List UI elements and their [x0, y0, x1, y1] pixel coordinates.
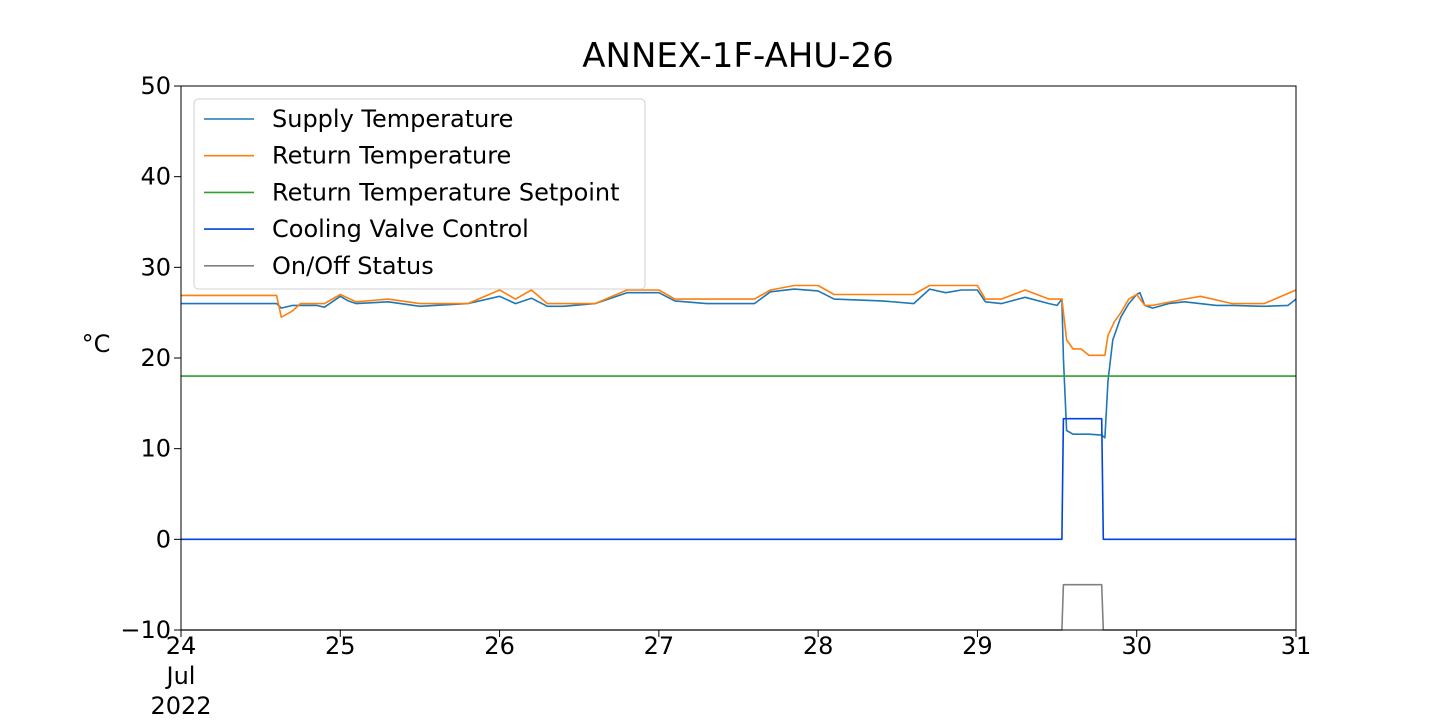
x-tick-sublabel: 2022	[150, 692, 211, 720]
chart-title: ANNEX-1F-AHU-26	[582, 36, 893, 76]
x-tick-label: 28	[803, 632, 834, 660]
legend-entry: Return Temperature Setpoint	[272, 178, 620, 206]
x-tick-label: 25	[325, 632, 356, 660]
y-tick-label: 40	[140, 163, 171, 191]
y-tick-label: 30	[140, 253, 171, 281]
x-tick-label: 31	[1281, 632, 1312, 660]
x-tick-label: 24	[166, 632, 197, 660]
legend-box	[193, 98, 646, 290]
x-tick-label: 26	[484, 632, 515, 660]
y-tick-label: 20	[140, 344, 171, 372]
legend: Supply Temperature Return Temperature Retu…	[193, 98, 646, 290]
y-tick-label: 50	[140, 72, 171, 100]
series-line-on-off-status	[181, 583, 1296, 631]
y-tick-label: −10	[120, 616, 171, 644]
y-tick-label: 10	[140, 435, 171, 463]
x-tick-label: 30	[1121, 632, 1152, 660]
x-tick-label: 27	[644, 632, 675, 660]
legend-entry: Return Temperature	[272, 142, 511, 170]
series-line-supply-temperature	[181, 288, 1297, 439]
series-line-return-temperature	[181, 284, 1297, 357]
series-layer	[181, 284, 1297, 631]
legend-entry: Supply Temperature	[272, 105, 513, 133]
y-tick-label: 0	[156, 525, 171, 553]
legend-entry: Cooling Valve Control	[272, 215, 529, 243]
x-tick-sublabel: Jul	[165, 662, 196, 690]
y-axis-label: °C	[82, 330, 111, 358]
legend-entry: On/Off Status	[272, 252, 434, 280]
series-line-cooling-valve-control	[181, 417, 1296, 541]
x-tick-label: 29	[962, 632, 993, 660]
